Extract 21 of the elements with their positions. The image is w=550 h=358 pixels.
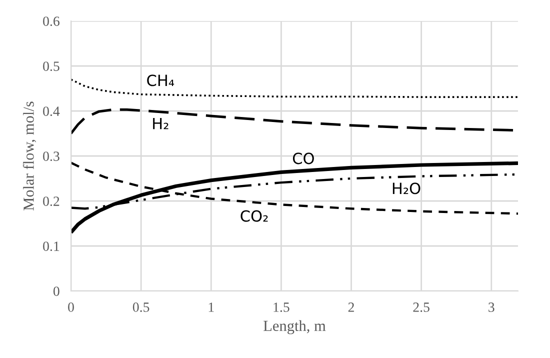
x-tick-label: 2.5 [413, 302, 430, 312]
y-tick-label: 0.3 [43, 152, 60, 162]
x-tick-label: 2 [348, 302, 354, 312]
y-tick-label: 0.5 [43, 62, 60, 72]
y-tick-label: 0.2 [43, 196, 60, 206]
series-label: CO [292, 152, 314, 164]
x-tick-label: 1.5 [274, 302, 290, 312]
x-tick-label: 0 [68, 302, 74, 312]
y-tick-label: 0.1 [43, 242, 60, 252]
y-tick-label: 0.4 [43, 106, 60, 116]
x-axis-title: Length, m [264, 320, 326, 334]
series-label: H₂ [153, 118, 168, 130]
series-label: CO₂ [240, 210, 268, 222]
y-axis-title: Molar flow, mol/s [22, 102, 36, 210]
x-tick-label: 0.5 [132, 302, 150, 312]
x-tick-label: 3 [488, 302, 494, 312]
x-tick-label: 1 [208, 302, 214, 312]
series-label: H₂O [392, 182, 420, 194]
series-label: CH₄ [147, 74, 174, 86]
y-tick-label: 0.6 [43, 16, 60, 26]
y-tick-label: 0 [53, 286, 60, 296]
